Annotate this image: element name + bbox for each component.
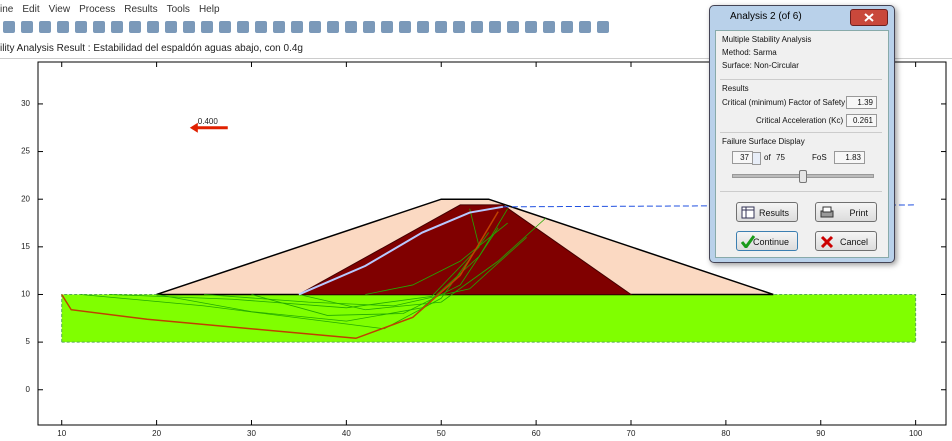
y-tick-label: 5: [26, 337, 31, 346]
close-button[interactable]: [850, 9, 888, 26]
y-tick-label: 0: [26, 385, 31, 394]
group-label: Multiple Stability Analysis: [722, 35, 811, 44]
button-label: Continue: [753, 237, 789, 247]
kc-label: Critical Acceleration (Kc): [756, 116, 843, 125]
slider-thumb: [799, 170, 807, 183]
y-tick-label: 30: [21, 99, 30, 108]
results-heading: Results: [722, 84, 749, 93]
x-tick-label: 20: [152, 429, 161, 438]
x-tick-label: 100: [909, 429, 923, 438]
print-button[interactable]: Print: [815, 202, 877, 222]
continue-button[interactable]: Continue: [736, 231, 798, 251]
x-tick-label: 40: [342, 429, 351, 438]
y-tick-label: 15: [21, 242, 30, 251]
slider-track[interactable]: [732, 174, 874, 178]
y-tick-label: 10: [21, 290, 30, 299]
x-tick-label: 80: [721, 429, 730, 438]
app-window: ineEditViewProcessResultsToolsHelp ility…: [0, 0, 952, 441]
x-tick-label: 70: [627, 429, 636, 438]
y-tick-label: 25: [21, 147, 30, 156]
results-button[interactable]: Results: [736, 202, 798, 222]
method-label: Method: Sarma: [722, 48, 777, 57]
button-label: Print: [849, 208, 868, 218]
dialog-body: Multiple Stability Analysis Method: Sarm…: [715, 30, 889, 258]
x-tick-label: 10: [57, 429, 66, 438]
surface-label: Surface: Non-Circular: [722, 61, 799, 70]
analysis-dialog: Analysis 2 (of 6) Multiple Stability Ana…: [709, 5, 895, 263]
x-tick-label: 90: [816, 429, 825, 438]
x-tick-label: 30: [247, 429, 256, 438]
fos-label: Critical (minimum) Factor of Safety: [722, 98, 845, 107]
x-tick-label: 50: [437, 429, 446, 438]
button-label: Results: [759, 208, 789, 218]
fos-short: FoS: [812, 153, 827, 162]
x-tick-label: 60: [532, 429, 541, 438]
of-label: of: [764, 153, 771, 162]
kc-value: 0.261: [846, 114, 877, 127]
fos-value: 1.39: [846, 96, 877, 109]
y-tick-label: 20: [21, 194, 30, 203]
button-label: Cancel: [840, 237, 868, 247]
surface-fos: 1.83: [834, 151, 865, 164]
cancel-button[interactable]: Cancel: [815, 231, 877, 251]
surface-count: 75: [776, 153, 785, 162]
foundation: [62, 294, 916, 342]
seismic-label: 0.400: [198, 117, 219, 126]
display-heading: Failure Surface Display: [722, 137, 805, 146]
surface-index[interactable]: 37: [732, 151, 753, 164]
